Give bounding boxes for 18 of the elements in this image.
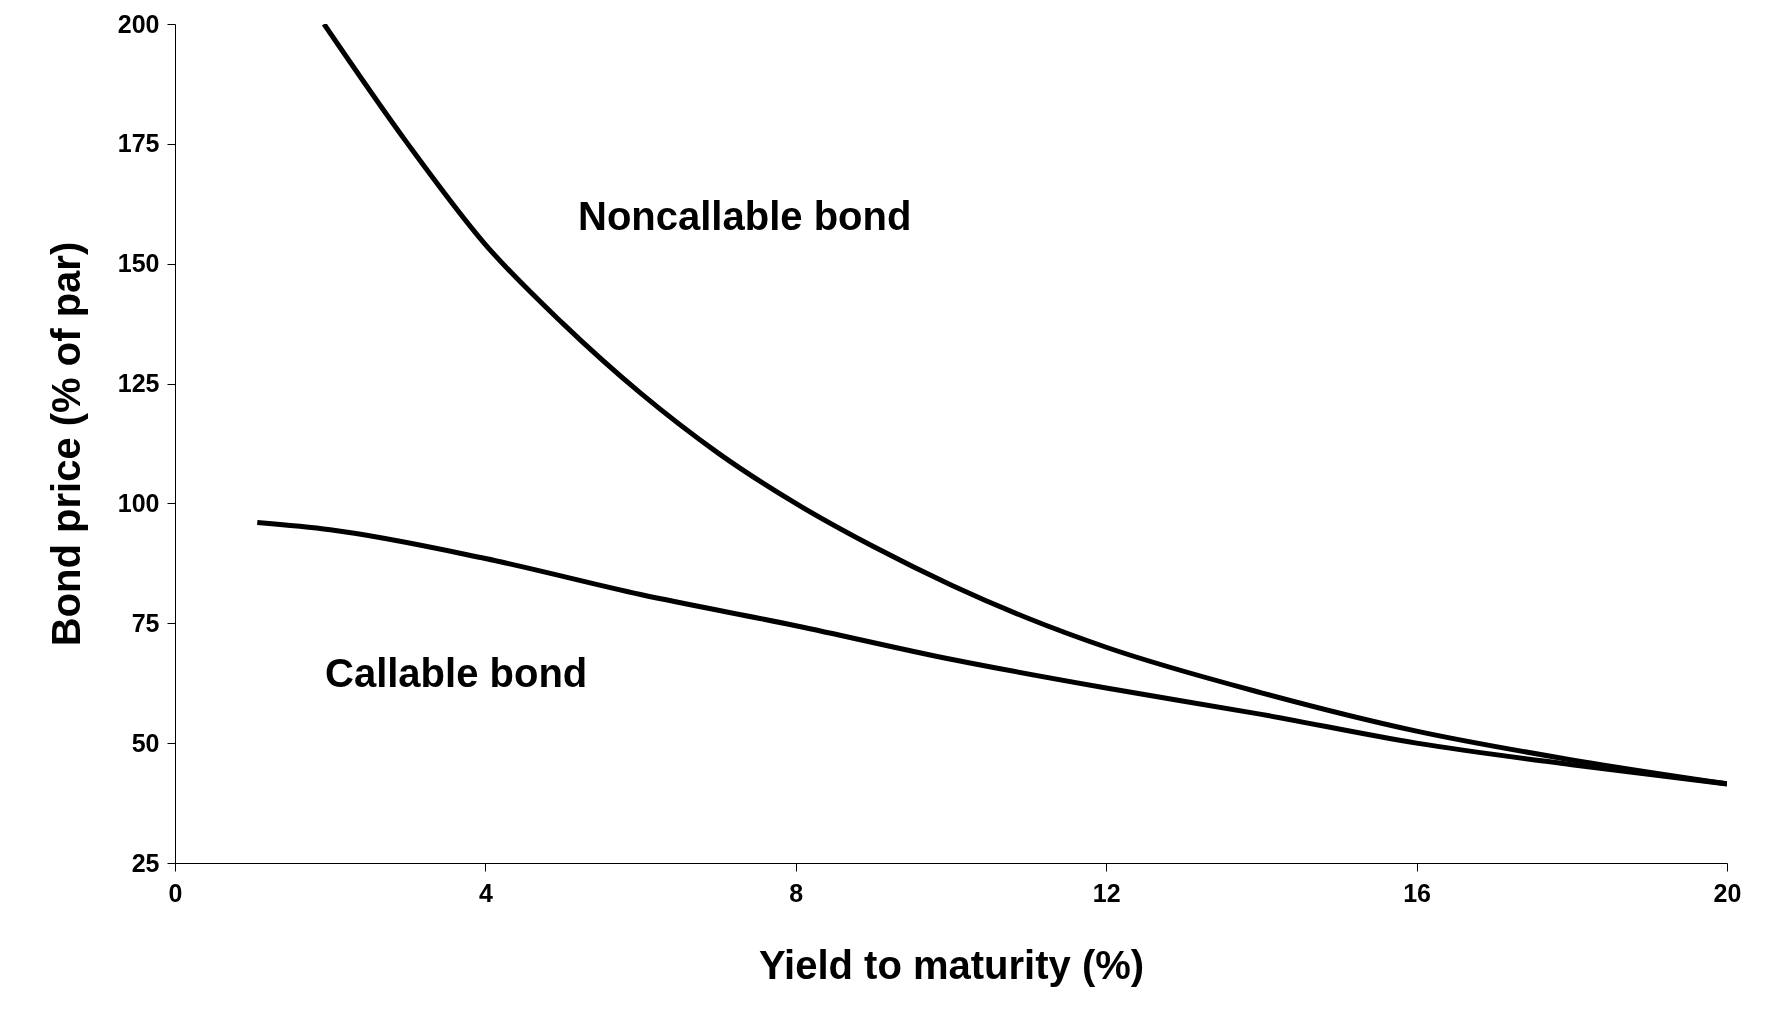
y-tick-label: 125 [117, 369, 160, 398]
x-tick-label: 16 [1403, 878, 1432, 907]
x-tick-label: 0 [168, 878, 183, 907]
x-axis-title: Yield to maturity (%) [758, 942, 1145, 987]
x-tick-label: 20 [1713, 878, 1742, 907]
y-tick-label: 50 [131, 728, 160, 757]
y-axis-title: Bond price (% of par) [43, 241, 88, 647]
x-tick-label: 4 [478, 878, 493, 907]
y-tick-label: 175 [117, 129, 160, 158]
y-tick-label: 75 [131, 608, 160, 637]
series-label: Callable bond [325, 651, 588, 695]
x-tick-label: 12 [1092, 878, 1121, 907]
y-tick-label: 25 [131, 848, 160, 877]
y-tick-label: 100 [117, 488, 160, 517]
y-tick-label: 200 [117, 9, 160, 38]
y-tick-label: 150 [117, 249, 160, 278]
series-label: Noncallable bond [578, 194, 912, 238]
x-tick-label: 8 [789, 878, 804, 907]
